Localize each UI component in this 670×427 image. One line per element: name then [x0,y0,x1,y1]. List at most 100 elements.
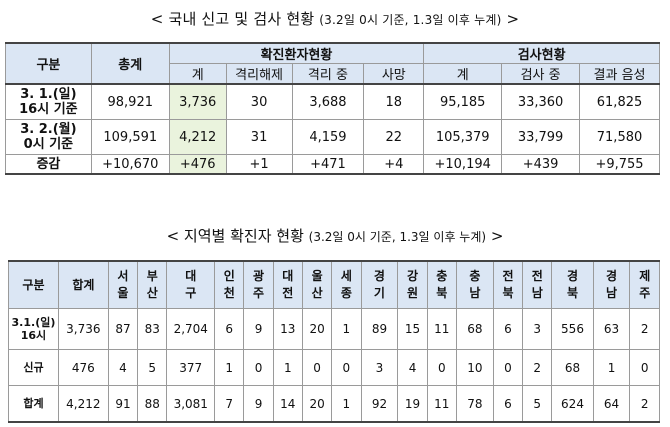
header-region-label: 합계 [72,277,95,292]
cell-region-value: 6 [214,308,245,350]
row-label: 신규 [8,349,59,386]
cell-region-value: 78 [455,385,494,423]
row-label: 증감 [5,154,92,175]
header-region-label: 세종 [340,269,352,300]
header-released: 격리해제 [225,63,293,85]
cell-region-value: 83 [137,308,168,350]
cell-region-value: 1 [331,385,362,423]
cell-region-value: 19 [397,385,428,423]
row-label-line1: 3. 1.(일) [20,87,77,102]
cell-isolated: 3,688 [291,83,365,120]
cell-region-value: 10 [455,349,494,386]
header-region: 서울 [107,260,139,309]
header-deaths: 사망 [363,63,425,85]
cell-region-value: 4 [107,349,139,386]
header-region-label: 인천 [223,269,235,300]
cell-region-value: 89 [360,308,399,350]
cell-deaths: +4 [363,154,425,175]
cell-region-value: 6 [492,308,524,350]
header-region: 경북 [551,260,594,309]
table-row: 3. 1.(일) 16시 기준 98,921 3,736 30 3,688 18 … [5,83,660,120]
cell-region-value: 7 [214,385,245,423]
row-label: 3. 1.(일) 16시 기준 [5,83,92,120]
row-label: 3.1.(일) 16시 [8,308,59,350]
cell-total: 98,921 [90,83,170,120]
header-region-label: 대구 [185,269,197,300]
header-region: 대구 [166,260,216,309]
cell-region-value: 5 [522,385,553,423]
row-label-line2: 16시 [20,329,47,342]
cell-total: +10,670 [90,154,170,175]
cell-region-value: 13 [272,308,303,350]
cell-region-value: 6 [492,385,524,423]
header-region: 전남 [522,260,553,309]
cell-negative: 61,825 [579,83,660,120]
cell-region-value: 14 [272,385,303,423]
header-test-group: 검사현황 [423,42,660,64]
header-region-label: 울산 [311,269,323,300]
header-region-label: 전북 [502,269,514,300]
row-label-line1: 3. 2.(월) [20,122,77,137]
summary-title: < 국내 신고 및 검사 현황 (3.2일 0시 기준, 1.3일 이후 누계)… [0,8,670,29]
table-row: 3.1.(일) 16시 3,736 87 83 2,704 6 9 13 20 1 89 15 11 68… [8,308,660,350]
cell-region-value: 377 [166,349,216,386]
cell-region-value: 68 [455,308,494,350]
cell-released: +1 [225,154,293,175]
cell-region-value: 91 [107,385,139,423]
summary-title-sub: (3.2일 0시 기준, 1.3일 이후 누계) [319,13,502,27]
cell-region-value: 3,081 [166,385,216,423]
cell-region-value: 68 [551,349,594,386]
cell-region-value: 15 [397,308,428,350]
cell-region-value: 0 [243,349,274,386]
regional-title-sub: (3.2일 0시 기준, 1.3일 이후 누계) [308,230,487,244]
cell-region-value: 4,212 [57,385,109,423]
header-region-label: 광주 [253,269,265,300]
cell-region-value: 3 [360,349,399,386]
header-region-label: 충남 [469,269,481,300]
header-region-label: 서울 [117,269,129,300]
regional-confirmed-table: 구분 합계 서울 부산 대구 인천 광주 대전 울산 세종 경기 강원 충북 충남 전북 전남 경북 경남 제주 … [8,260,660,423]
national-test-status-table: 구분 총계 확진환자현황 검사현황 계 격리해제 격리 중 사망 계 검사 중 … [5,42,660,175]
cell-region-value: 20 [301,385,333,423]
cell-region-value: 624 [551,385,594,423]
cell-region-value: 0 [629,349,660,386]
header-category: 구분 [8,260,59,309]
cell-isolated: 4,159 [291,119,365,155]
header-region: 제주 [629,260,660,309]
header-region-label: 경북 [566,269,579,300]
header-isolated: 격리 중 [291,63,365,85]
cell-region-value: 87 [107,308,139,350]
table-row: 합계 4,212 91 88 3,081 7 9 14 20 1 92 19 11 78 6 5 624 64 2 [8,385,660,423]
row-label-line2: 0시 기준 [23,137,74,152]
header-region-label: 전남 [531,269,543,300]
row-label: 3. 2.(월) 0시 기준 [5,119,92,155]
header-region: 울산 [301,260,333,309]
header-region: 인천 [214,260,245,309]
table-row: 3. 2.(월) 0시 기준 109,591 4,212 31 4,159 22 … [5,119,660,155]
header-confirmed-group: 확진환자현황 [168,42,425,64]
header-confirmed-total: 계 [168,63,227,85]
cell-region-value: 2 [629,385,660,423]
cell-released: 31 [225,119,293,155]
cell-region-value: 88 [137,385,168,423]
cell-region-value: 1 [272,349,303,386]
cell-region-value: 556 [551,308,594,350]
cell-region-value: 1 [592,349,631,386]
cell-region-value: 9 [243,308,274,350]
summary-title-end: > [501,10,520,28]
cell-negative: +9,755 [579,154,660,175]
cell-region-value: 92 [360,385,399,423]
cell-test-total: 105,379 [423,119,503,155]
cell-testing: +439 [501,154,581,175]
cell-negative: 71,580 [579,119,660,155]
regional-title: < 지역별 확진자 현황 (3.2일 0시 기준, 1.3일 이후 누계) > [0,225,670,246]
header-region-label: 충북 [436,269,448,300]
cell-region-value: 0 [331,349,362,386]
cell-region-value: 1 [331,308,362,350]
cell-total: 109,591 [90,119,170,155]
cell-region-value: 0 [301,349,333,386]
header-region: 충북 [426,260,457,309]
header-test-total: 계 [423,63,503,85]
cell-region-value: 3,736 [57,308,109,350]
cell-region-value: 20 [301,308,333,350]
